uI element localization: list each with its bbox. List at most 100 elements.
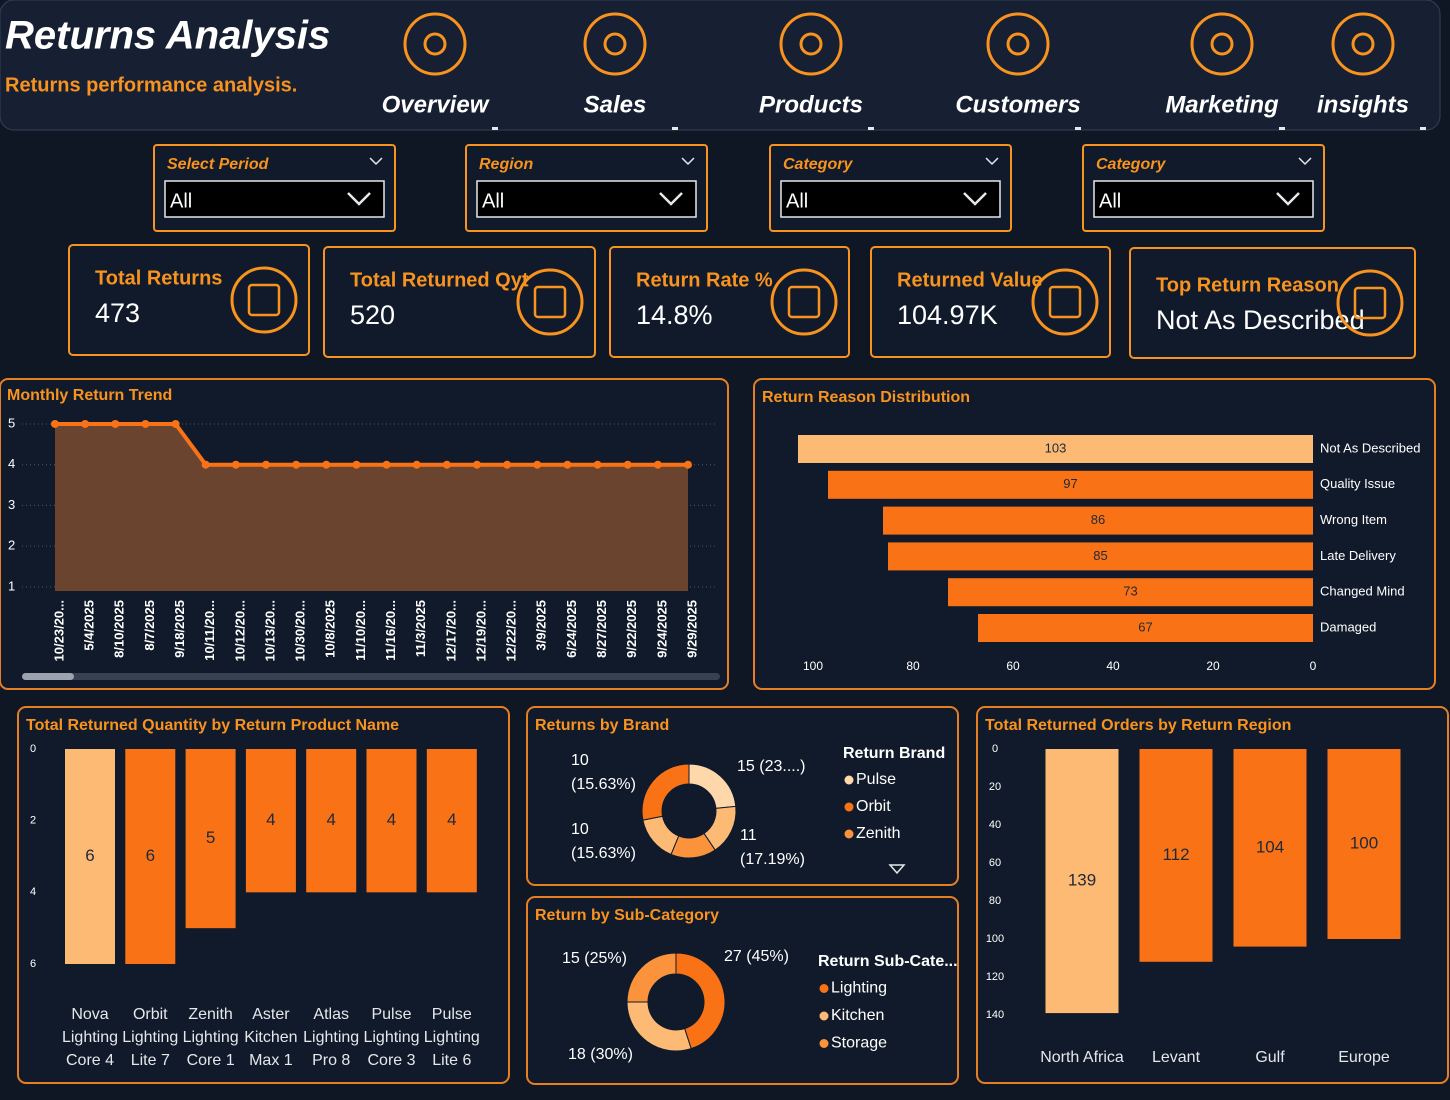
nav-item[interactable]: Marketing: [1165, 91, 1279, 118]
nav-item[interactable]: insights: [1317, 91, 1409, 118]
bar: [426, 749, 477, 893]
bar: [65, 749, 115, 964]
category-label: Not As Described: [1320, 440, 1420, 455]
x-tick-label: 100: [803, 659, 823, 673]
category-label: Quality Issue: [1320, 476, 1395, 491]
nav-icon: [1331, 12, 1395, 76]
legend-more-arrow: [888, 864, 906, 875]
bar: [828, 470, 1313, 499]
legend-swatch: [844, 802, 854, 812]
x-tick-label: Nova Lighting Core 4: [61, 1006, 119, 1069]
legend-label: Lighting: [831, 980, 887, 997]
nav-marker: [672, 127, 678, 130]
x-tick-label: 5/4/2025: [82, 600, 97, 651]
nav-icon-dot: [1006, 32, 1030, 56]
dropdown-chevron: [1276, 192, 1300, 206]
bar: [306, 749, 357, 893]
kpi-label: Return Rate %: [636, 269, 773, 291]
filter-dropdown[interactable]: [164, 180, 385, 218]
filter-dropdown[interactable]: [1093, 180, 1314, 218]
x-tick-label: 12/22/20...: [504, 600, 519, 661]
value-label: 4: [266, 810, 275, 829]
y-tick-label: 140: [986, 1009, 1004, 1021]
nav-item[interactable]: Overview: [382, 91, 490, 118]
category-label: Late Delivery: [1320, 548, 1396, 563]
scrollbar-thumb: [22, 673, 74, 680]
x-tick-label: Zenith Lighting Core 1: [182, 1006, 239, 1069]
point: [382, 460, 391, 469]
category-label: Damaged: [1320, 619, 1376, 634]
point: [473, 460, 481, 469]
x-tick-label: 8/7/2025: [142, 600, 157, 651]
value-label: 86: [1091, 512, 1105, 527]
x-tick-label-box: Nova Lighting Core 4: [61, 1006, 119, 1069]
kpi-icon-inner: [787, 285, 821, 319]
nav-icon: [986, 12, 1050, 76]
x-tick-label: Orbit Lighting Lite 7: [122, 1006, 179, 1069]
chart-title: Return by Sub-Category: [535, 907, 719, 924]
x-tick-label-box: Orbit Lighting Lite 7: [122, 1006, 179, 1069]
data-label: 15 (25%): [562, 950, 627, 967]
page-subtitle: Returns performance analysis.: [5, 74, 297, 96]
line: [55, 421, 688, 467]
x-tick-label: Atlas Lighting Pro 8: [303, 1006, 360, 1069]
bar: [1327, 749, 1401, 939]
point: [111, 419, 120, 428]
y-tick-label: 2: [8, 538, 15, 553]
bar: [948, 578, 1313, 607]
legend-swatch: [819, 984, 829, 993]
legend-swatch: [819, 1039, 829, 1048]
x-tick-label: Pulse Lighting Core 3: [363, 1006, 420, 1069]
nav-item[interactable]: Products: [759, 91, 863, 118]
x-tick-label: Levant: [1151, 1049, 1201, 1066]
value-label: 4: [447, 810, 456, 829]
legend-label: Pulse: [856, 771, 896, 788]
bar: [883, 506, 1313, 535]
nav-icon: [779, 12, 843, 76]
x-tick-label-box: Atlas Lighting Pro 8: [303, 1006, 360, 1069]
filter-dropdown[interactable]: [780, 180, 1001, 218]
filter-dropdown[interactable]: [476, 180, 697, 218]
x-tick-label: 60: [1006, 659, 1020, 673]
x-tick-label: Pulse Lighting Lite 6: [423, 1006, 480, 1069]
x-tick-label: 9/29/2025: [684, 600, 699, 658]
y-tick-label: 3: [8, 497, 15, 512]
bar: [1233, 749, 1307, 947]
dropdown-chevron: [659, 192, 683, 206]
bar: [366, 749, 417, 893]
point: [533, 460, 542, 469]
x-tick-label: Gulf: [1255, 1049, 1285, 1066]
data-label: 15 (23....): [737, 758, 806, 775]
bar: [1139, 749, 1213, 962]
filter-chevron: [1298, 157, 1312, 166]
donut-slice: [641, 763, 690, 821]
kpi-icon: [1031, 268, 1099, 336]
chart-title: Total Returned Quantity by Return Produc…: [26, 717, 399, 734]
nav-item[interactable]: Sales: [584, 91, 647, 118]
chart-title: Total Returned Orders by Return Region: [985, 717, 1291, 734]
legend-swatch: [819, 1011, 829, 1021]
y-tick-label: 20: [989, 781, 1001, 793]
value-label: 103: [1045, 440, 1067, 455]
x-tick-label-box: North Africa: [1040, 1049, 1124, 1066]
y-tick-label: 6: [30, 958, 36, 970]
kpi-value: 14.8%: [636, 300, 713, 330]
chart-panel: [526, 896, 959, 1085]
chart-title: Returns by Brand: [535, 717, 669, 734]
kpi-icon: [230, 266, 298, 334]
kpi-icon: [516, 268, 584, 336]
filter-value: All: [1099, 190, 1121, 212]
data-label-box: 11 (17.19%): [740, 827, 805, 868]
header-bar: [0, 0, 1441, 131]
x-tick-label: 11/16/20...: [383, 600, 398, 661]
point: [352, 460, 361, 469]
value-label: 139: [1068, 871, 1096, 890]
point: [412, 460, 421, 469]
donut-slice: [675, 952, 726, 1050]
y-tick-label: 1: [8, 578, 15, 593]
nav-item[interactable]: Customers: [955, 91, 1080, 118]
x-tick-label: 80: [906, 659, 920, 673]
x-tick-label-box: Levant: [1151, 1049, 1201, 1066]
nav-marker: [1420, 127, 1426, 130]
kpi-label: Total Returns: [95, 267, 222, 289]
